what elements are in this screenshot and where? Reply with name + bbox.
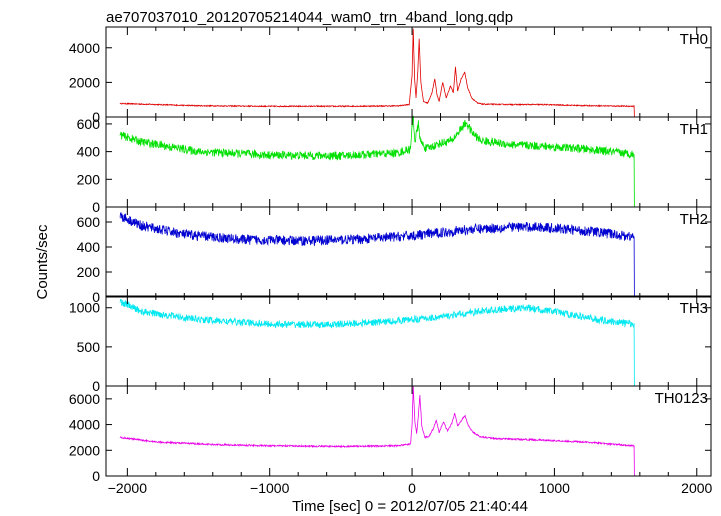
panel-frame bbox=[105, 26, 712, 118]
y-tick-label: 1000 bbox=[69, 300, 100, 316]
panel-frame bbox=[105, 385, 712, 477]
y-tick-label: 0 bbox=[92, 289, 100, 305]
y-tick-label: 6000 bbox=[69, 391, 100, 407]
chart-title: ae707037010_20120705214044_wam0_trn_4ban… bbox=[106, 9, 513, 26]
y-tick-label: 2000 bbox=[69, 442, 100, 458]
y-tick-label: 400 bbox=[77, 239, 101, 255]
y-tick-label: 400 bbox=[77, 144, 101, 160]
panel-th0123: TH0123 0 2000 4000 6000 bbox=[69, 385, 712, 484]
panel-label: TH0123 bbox=[655, 390, 708, 407]
y-tick-label: 600 bbox=[77, 116, 101, 132]
series-line-th0123 bbox=[119, 385, 697, 477]
panel-frame bbox=[105, 295, 712, 387]
x-axis-label: Time [sec] 0 = 2012/07/05 21:40:44 bbox=[292, 498, 528, 515]
y-tick-label: 0 bbox=[92, 199, 100, 215]
panel-frame bbox=[105, 116, 712, 208]
x-tick-label: −2000 bbox=[108, 480, 148, 496]
y-tick-label: 4000 bbox=[69, 417, 100, 433]
y-axis-label: Counts/sec bbox=[34, 224, 51, 300]
y-tick-label: 0 bbox=[92, 468, 100, 484]
y-tick-label: 600 bbox=[77, 214, 101, 230]
panel-th1: TH1 0 200 400 600 bbox=[77, 115, 712, 215]
panels: TH0020004000TH10200400600TH20200400600TH… bbox=[69, 26, 713, 496]
x-tick-label: 1000 bbox=[539, 480, 570, 496]
series-line-th3 bbox=[119, 299, 697, 387]
y-tick-label: 200 bbox=[77, 264, 101, 280]
x-tick-label: 2000 bbox=[681, 480, 712, 496]
y-tick-label: 4000 bbox=[69, 40, 100, 56]
y-tick-label: 200 bbox=[77, 171, 101, 187]
panel-label: TH1 bbox=[680, 121, 708, 138]
y-tick-label: 2000 bbox=[69, 74, 100, 90]
panel-label: TH0 bbox=[680, 31, 708, 48]
series-line-th1 bbox=[119, 115, 697, 208]
x-tick-label: −1000 bbox=[250, 480, 290, 496]
y-tick-label: 500 bbox=[77, 339, 101, 355]
panel-frame bbox=[105, 206, 712, 298]
y-tick-label: 0 bbox=[92, 109, 100, 125]
panel-th0: TH0 0 2000 4000 bbox=[69, 26, 712, 125]
x-tick-label: 0 bbox=[408, 480, 416, 496]
panel-th3: TH3 0 500 1000 bbox=[69, 295, 712, 394]
series-line-th0 bbox=[119, 28, 697, 118]
panel-th2: TH2 0 200 400 600 bbox=[77, 206, 712, 305]
series-line-th2 bbox=[119, 211, 697, 298]
y-tick-label: 0 bbox=[92, 378, 100, 394]
panel-label: TH2 bbox=[680, 211, 708, 228]
panel-label: TH3 bbox=[680, 300, 708, 317]
